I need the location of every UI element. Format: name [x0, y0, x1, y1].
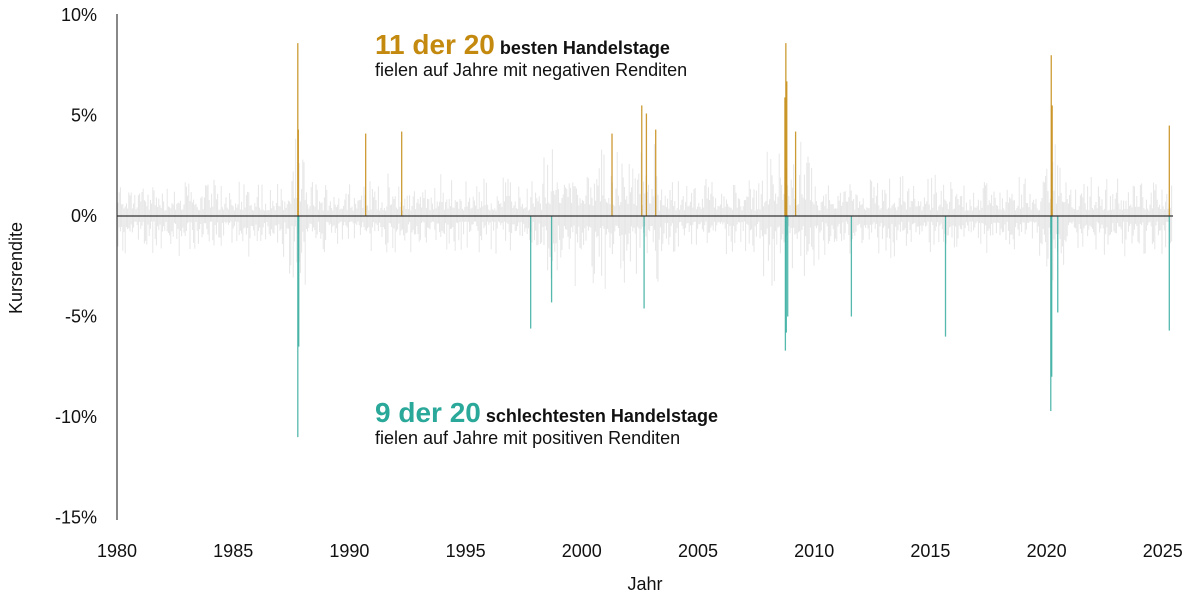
y-axis-label: Kursrendite: [6, 222, 26, 314]
y-tick-label: 0%: [71, 206, 97, 226]
x-tick-label: 1990: [329, 541, 369, 561]
worst-highlight: 9 der 20: [375, 397, 481, 428]
x-axis-label: Jahr: [627, 574, 662, 594]
y-tick-label: -10%: [55, 407, 97, 427]
best-days-annotation: 11 der 20 besten Handelstage fielen auf …: [375, 31, 688, 81]
y-tick-label: -15%: [55, 508, 97, 528]
x-tick-label: 1995: [446, 541, 486, 561]
worst-bold: schlechtesten Handelstage: [485, 406, 718, 426]
y-tick-label: -5%: [65, 307, 97, 327]
y-tick-label: 10%: [61, 5, 97, 25]
best-bold: besten Handelstage: [499, 38, 670, 58]
worst-line2: fielen auf Jahre mit positiven Renditen: [375, 428, 681, 448]
x-tick-label: 2010: [794, 541, 834, 561]
best-line2: fielen auf Jahre mit negativen Renditen: [375, 60, 688, 80]
worst-days-annotation: 9 der 20 schlechtesten Handelstage fiele…: [375, 399, 718, 449]
y-tick-label: 5%: [71, 106, 97, 126]
best-highlight: 11 der 20: [375, 29, 495, 60]
x-tick-label: 1980: [97, 541, 137, 561]
x-tick-label: 2020: [1027, 541, 1067, 561]
x-tick-label: 2025: [1143, 541, 1183, 561]
x-tick-label: 1985: [213, 541, 253, 561]
x-tick-label: 2005: [678, 541, 718, 561]
x-tick-label: 2015: [910, 541, 950, 561]
x-tick-label: 2000: [562, 541, 602, 561]
